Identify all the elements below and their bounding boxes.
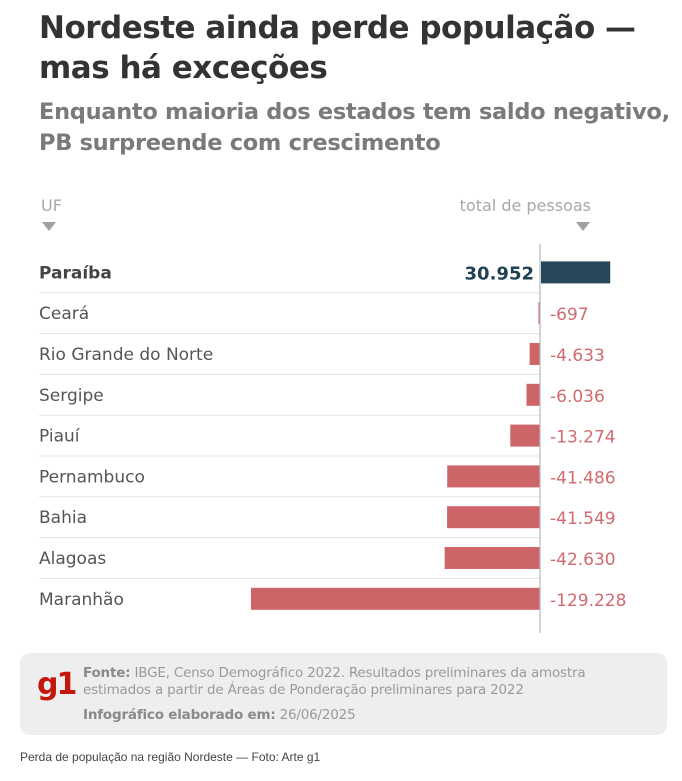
category-label: Maranhão (39, 590, 124, 610)
chart-subtitle: Enquanto maioria dos estados tem saldo n… (39, 99, 670, 156)
category-label: Sergipe (39, 386, 104, 406)
bar (447, 465, 540, 488)
bar-chart: Paraíba 30.952 Ceará -697 Rio Grande do Nort… (39, 244, 626, 633)
chart-title: Nordeste ainda perde população — mas há … (39, 10, 636, 86)
category-label: Pernambuco (39, 467, 145, 487)
bar (251, 587, 540, 610)
category-label: Ceará (39, 304, 89, 324)
bar (526, 383, 540, 406)
column-header-total: total de pessoas (459, 196, 591, 215)
bar (447, 506, 540, 529)
value-label: -42.630 (550, 550, 616, 570)
value-label: -697 (550, 305, 589, 325)
bar (541, 261, 611, 284)
date-text: 26/06/2025 (275, 707, 356, 723)
date-label: Infográfico elaborado em: (83, 707, 276, 723)
date-note: Infográfico elaborado em: 26/06/2025 (83, 707, 356, 723)
category-label: Bahia (39, 508, 87, 528)
category-label: Piauí (39, 427, 81, 447)
photo-caption: Perda de população na região Nordeste — … (20, 750, 321, 764)
value-label: -129.228 (550, 591, 626, 611)
source-box: g1 Fonte: IBGE, Censo Demográfico 2022. … (20, 653, 667, 735)
category-label: Paraíba (39, 263, 112, 283)
category-label: Alagoas (39, 549, 106, 569)
value-label: -41.486 (550, 468, 616, 488)
column-header-uf: UF (41, 196, 62, 215)
bar (444, 547, 540, 569)
source-label: Fonte: (83, 665, 131, 681)
value-label: -6.036 (550, 387, 605, 407)
value-label: 30.952 (465, 263, 534, 284)
category-label: Rio Grande do Norte (39, 345, 213, 365)
source-note: Fonte: IBGE, Censo Demográfico 2022. Res… (83, 665, 653, 699)
bar (529, 343, 540, 365)
bar (510, 424, 540, 447)
down-arrow-icon (576, 222, 590, 231)
down-arrow-icon (42, 222, 56, 231)
value-label: -13.274 (550, 428, 616, 448)
g1-logo: g1 (37, 667, 77, 702)
value-label: -4.633 (550, 346, 605, 366)
source-text: IBGE, Censo Demográfico 2022. Resultados… (83, 665, 586, 698)
bar (538, 302, 540, 325)
value-label: -41.549 (550, 509, 616, 529)
